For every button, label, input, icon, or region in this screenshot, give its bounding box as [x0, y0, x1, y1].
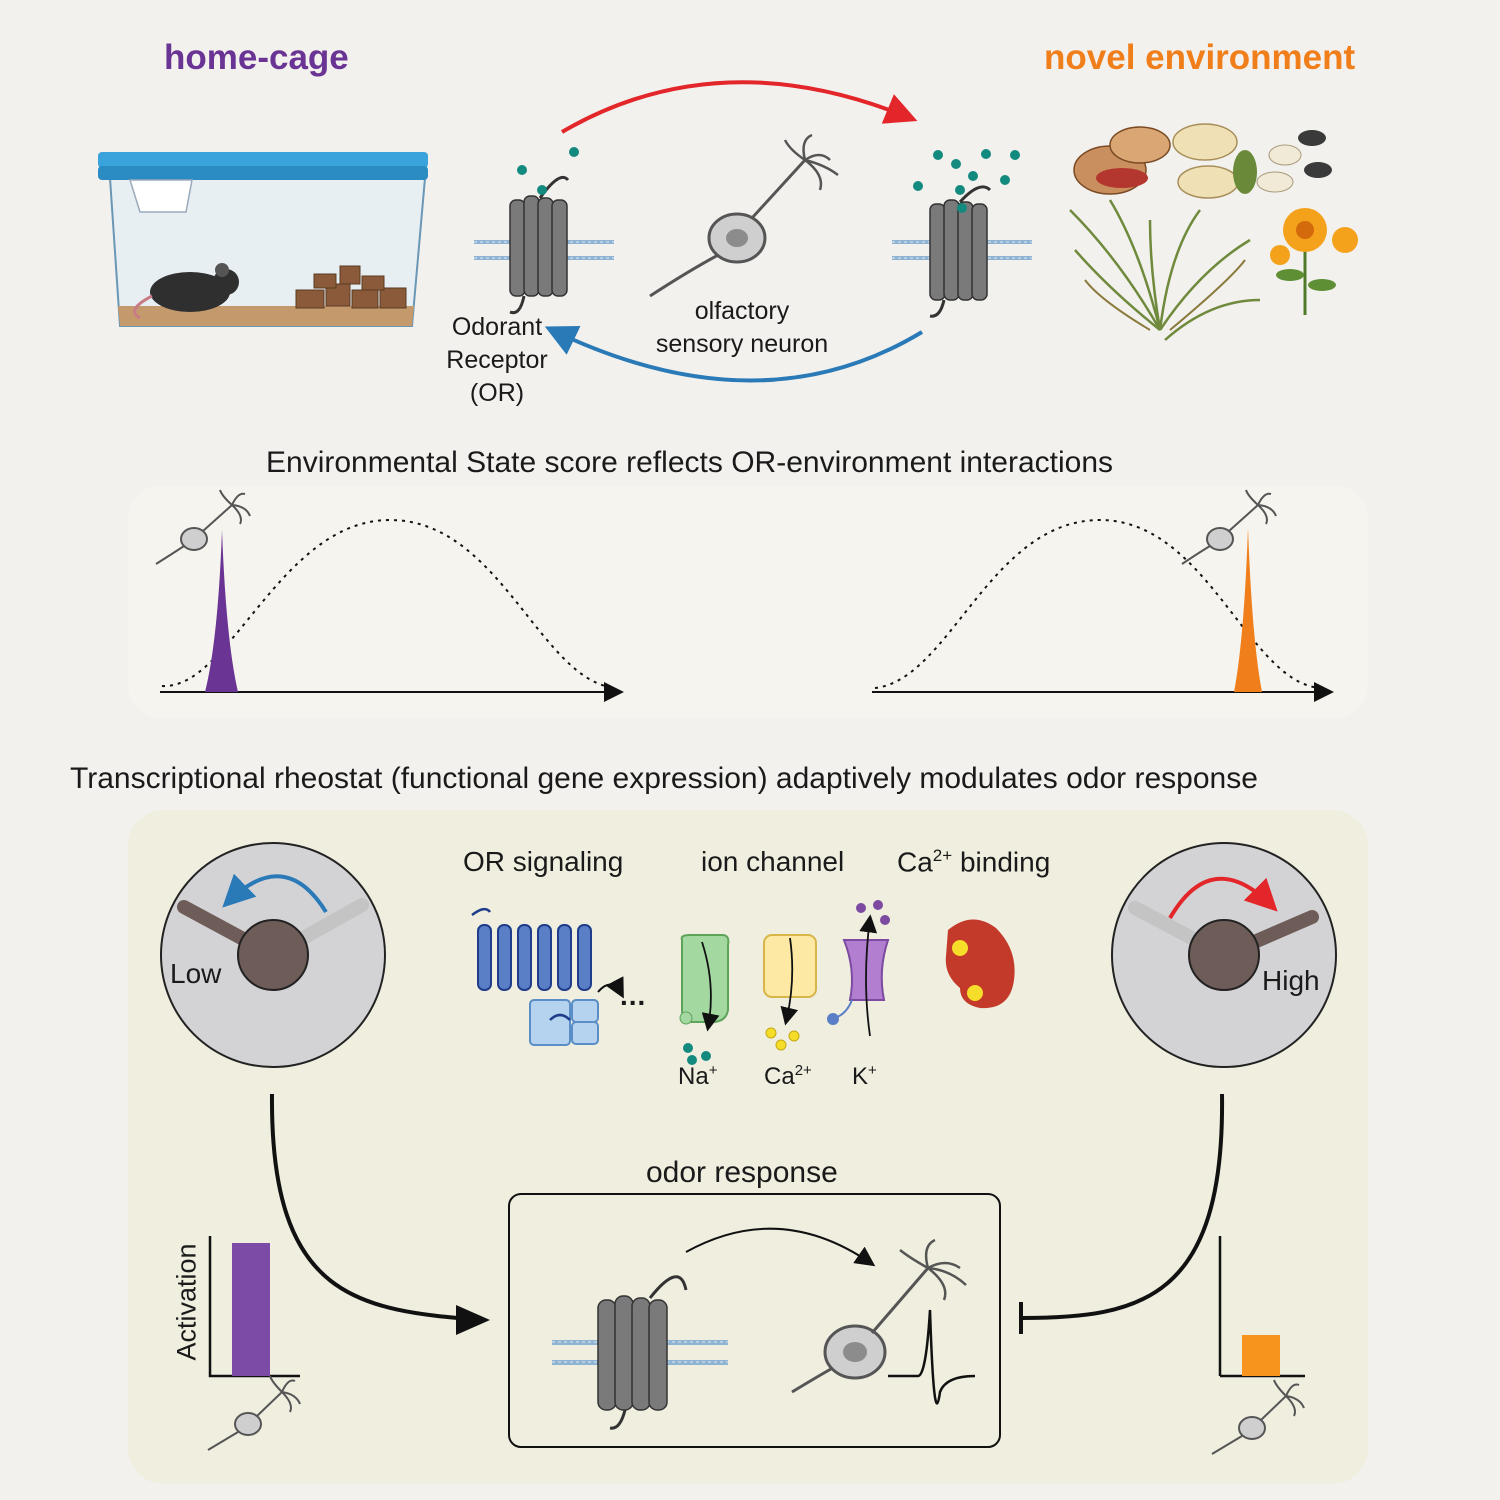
activation-axis-label: Activation [171, 1243, 202, 1361]
ion-ca-text: Ca [764, 1063, 795, 1090]
category-ca-binding: Ca2+ binding [897, 846, 1050, 878]
olfactory-neuron-label: olfactory sensory neuron [630, 295, 854, 361]
ion-na-text: Na [678, 1063, 709, 1090]
neuron-label-line1: olfactory [694, 297, 790, 325]
rheostat-dial-low [160, 842, 386, 1068]
calcium-channel-icon [763, 934, 817, 1051]
response-arrow-icon [685, 1227, 876, 1267]
ion-label-na: Na+ [678, 1062, 717, 1091]
blue-arrow-icon [544, 325, 924, 383]
calcium-binding-protein-icon [945, 919, 1015, 1009]
high-inhibition-line-icon [1021, 1093, 1225, 1320]
receptor-label-line2: Receptor [446, 346, 548, 374]
category-ion-channel: ion channel [701, 846, 845, 877]
neuron-icon-small-left [155, 489, 251, 565]
red-curved-arrow-icon [1168, 876, 1278, 920]
blue-curved-arrow-icon [222, 873, 328, 914]
home-cage-illustration [98, 152, 428, 327]
state-section-title: Environmental State score reflects OR-en… [266, 446, 1114, 479]
activation-bar-low [232, 1243, 270, 1376]
receptor-label-line3: (OR) [469, 379, 525, 407]
ion-k-text: K [852, 1063, 869, 1090]
activation-chart-low [207, 1236, 301, 1451]
odor-molecules-left [517, 147, 579, 195]
odorant-receptor-label: Odorant Receptor (OR) [432, 311, 562, 410]
mouse-icon [133, 263, 239, 320]
action-potential-trace-icon [888, 1309, 976, 1405]
potassium-channel-icon [827, 900, 890, 1037]
signaling-ellipsis: ... [620, 980, 647, 1011]
odorant-receptor-large-icon [552, 1275, 728, 1430]
odorant-receptor-right-icon [892, 185, 1032, 318]
novel-environment-title: novel environment [1044, 38, 1356, 77]
ca-binding-suffix: binding [952, 846, 1051, 878]
olfactory-neuron-large-icon [791, 1238, 967, 1394]
dial-high-label: High [1262, 965, 1320, 996]
home-cage-title: home-cage [164, 38, 349, 77]
rheostat-section-title: Transcriptional rheostat (functional gen… [70, 762, 1258, 795]
distribution-right [872, 489, 1334, 702]
neuron-icon-small-right [1181, 489, 1277, 565]
neuron-icon-small-high [1211, 1379, 1305, 1455]
novel-environment-illustration [1069, 123, 1358, 341]
or-signaling-icon [471, 907, 624, 1046]
receptor-label-line1: Odorant [451, 313, 543, 341]
rheostat-dial-high [1111, 842, 1337, 1068]
sodium-channel-icon [679, 934, 730, 1065]
ion-ca-superscript: 2+ [794, 1062, 812, 1079]
ca-binding-superscript: 2+ [932, 846, 953, 865]
neuron-icon-small-low [207, 1375, 301, 1451]
distribution-left [155, 489, 624, 702]
red-arrow-icon [560, 80, 918, 134]
arrowhead-icon [456, 1305, 490, 1335]
ion-k-superscript: + [868, 1062, 877, 1079]
ion-label-ca: Ca2+ [764, 1062, 812, 1091]
ion-label-k: K+ [852, 1062, 877, 1091]
dial-low-label: Low [170, 958, 222, 989]
olfactory-neuron-center-icon [649, 133, 839, 298]
odor-response-label: odor response [646, 1156, 838, 1189]
low-to-odor-arrow-icon [269, 1093, 481, 1322]
activation-bar-high [1242, 1335, 1280, 1376]
food-pellets-icon [295, 265, 407, 309]
odor-molecules-right [913, 149, 1020, 213]
neuron-label-line2: sensory neuron [655, 330, 829, 358]
environmental-state-panel [128, 486, 1368, 718]
ca-binding-text: Ca [897, 846, 933, 878]
odorant-receptor-left-icon [474, 175, 614, 315]
odor-response-box [508, 1193, 1001, 1448]
ion-na-superscript: + [708, 1062, 718, 1079]
activation-chart-high [1211, 1236, 1305, 1455]
category-or-signaling: OR signaling [463, 846, 624, 877]
